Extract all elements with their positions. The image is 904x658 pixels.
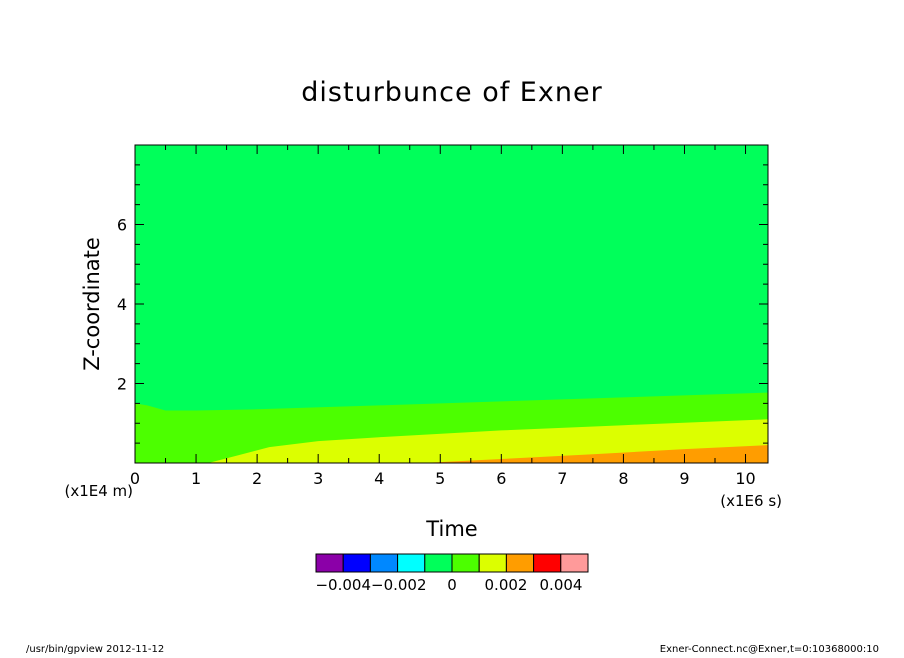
x-tick-label: 8 xyxy=(618,469,628,488)
colorbar-label: −0.004−0.002 xyxy=(315,576,426,594)
plot-area xyxy=(135,145,769,463)
footer-left: /usr/bin/gpview 2012-11-12 xyxy=(26,644,164,654)
y-tick-label: 2 xyxy=(117,375,127,394)
x-tick-label: 7 xyxy=(557,469,567,488)
contour-band-0.002-0.003 xyxy=(422,445,768,463)
contour-band-0.001-0.002 xyxy=(208,419,769,463)
colorbar-swatch xyxy=(505,553,535,573)
colorbar-swatch xyxy=(315,553,344,573)
x-tick-label: 5 xyxy=(435,469,445,488)
colorbar-label: 0.004 xyxy=(540,576,583,594)
colorbar-swatch xyxy=(424,553,453,573)
x-axis-ticks: 0 1 2 3 4 5 6 7 8 9 10 xyxy=(130,145,756,488)
colorbar-swatch xyxy=(451,553,480,573)
colorbar-swatch xyxy=(342,553,371,573)
colorbar-swatch xyxy=(369,553,399,573)
colorbar-swatch xyxy=(478,553,507,573)
y-axis-label: Z-coordinate xyxy=(80,237,104,371)
x-tick-label: 1 xyxy=(191,469,201,488)
x-tick-label: 4 xyxy=(374,469,384,488)
x-tick-label: 10 xyxy=(735,469,755,488)
y-tick-label: 6 xyxy=(117,216,127,235)
x-tick-label: 6 xyxy=(496,469,506,488)
colorbar-label: 0.002 xyxy=(485,576,528,594)
colorbar-swatch xyxy=(560,553,589,573)
x-axis-label: Time xyxy=(425,517,477,541)
x-tick-label: 2 xyxy=(252,469,262,488)
colorbar-labels: −0.004−0.002 0 0.002 0.004 xyxy=(315,576,582,594)
y-axis-unit: (x1E4 m) xyxy=(64,482,133,500)
x-axis-unit: (x1E6 s) xyxy=(720,492,782,510)
x-tick-label: 3 xyxy=(313,469,323,488)
colorbar xyxy=(315,553,589,573)
chart-title: disturbunce of Exner xyxy=(301,77,602,108)
y-axis-ticks: 2 4 6 xyxy=(117,164,768,444)
colorbar-swatch xyxy=(397,553,426,573)
colorbar-swatch xyxy=(533,553,562,573)
x-tick-label: 0 xyxy=(130,469,140,488)
footer-right: Exner-Connect.nc@Exner,t=0:10368000:10 xyxy=(660,644,879,654)
colorbar-label: 0 xyxy=(447,576,457,594)
y-tick-label: 4 xyxy=(117,295,127,314)
x-tick-label: 9 xyxy=(679,469,689,488)
